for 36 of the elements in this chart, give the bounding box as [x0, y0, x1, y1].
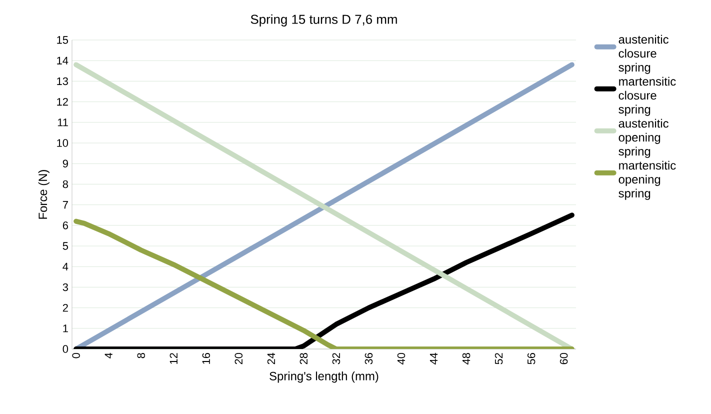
- y-tick-label: 1: [63, 324, 68, 332]
- x-tick-label: 20: [234, 352, 243, 364]
- x-tick-label: 40: [397, 352, 406, 364]
- x-tick-label: 28: [300, 353, 308, 364]
- y-tick-label: 13: [57, 77, 68, 86]
- y-tick-label: 7: [62, 201, 68, 209]
- legend-label: martensitic opening spring: [618, 160, 676, 200]
- x-tick-label: 44: [430, 352, 438, 364]
- y-tick-label: 11: [58, 118, 68, 126]
- x-axis-title: Spring's length (mm): [270, 372, 378, 383]
- x-tick-label: 16: [202, 353, 210, 364]
- x-tick-label: 24: [267, 352, 275, 364]
- y-tick-label: 5: [62, 242, 68, 250]
- y-tick-label: 0: [62, 345, 68, 353]
- x-tick-label: 52: [494, 353, 503, 364]
- y-tick-label: 8: [62, 180, 68, 188]
- y-tick-label: 2: [62, 304, 68, 312]
- x-tick-label: 56: [527, 353, 536, 364]
- x-tick-label: 0: [72, 352, 80, 358]
- x-tick-label: 32: [332, 353, 340, 364]
- x-tick-label: 48: [462, 353, 470, 364]
- y-axis-title: Force (N): [38, 170, 50, 219]
- chart-title: Spring 15 turns D 7,6 mm: [250, 14, 397, 26]
- y-tick-label: 9: [62, 160, 68, 168]
- y-tick-label: 4: [62, 262, 68, 270]
- x-tick-label: 60: [560, 352, 568, 364]
- y-tick-label: 14: [57, 56, 68, 64]
- y-tick-label: 12: [57, 98, 68, 106]
- y-tick-label: 15: [57, 36, 68, 44]
- x-tick-label: 8: [137, 353, 145, 358]
- x-tick-label: 12: [170, 353, 178, 364]
- y-tick-label: 10: [57, 139, 68, 147]
- x-tick-label: 4: [104, 352, 112, 358]
- y-tick-label: 3: [62, 283, 68, 292]
- x-tick-label: 36: [364, 353, 373, 364]
- y-tick-label: 6: [62, 222, 68, 230]
